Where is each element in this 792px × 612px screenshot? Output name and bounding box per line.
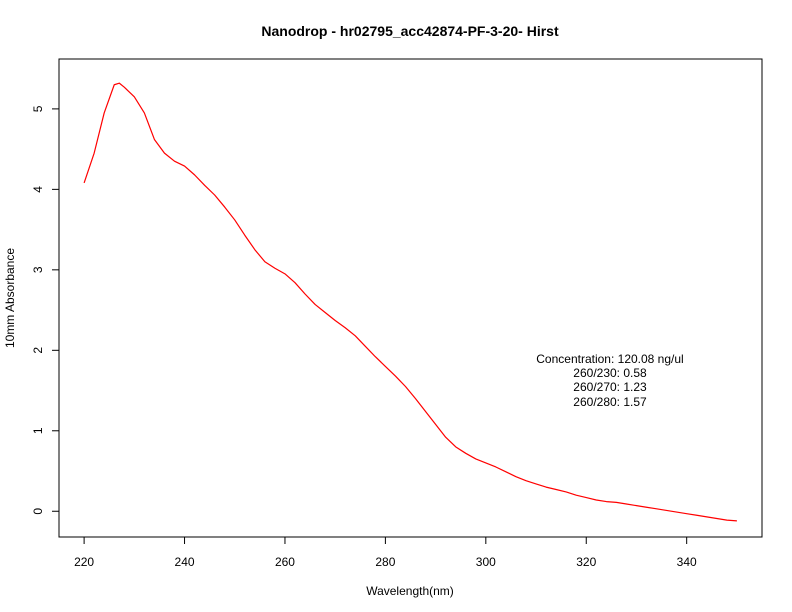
x-axis: 220 240 260 280 300 320 340 [74,536,697,569]
y-tick-label: 4 [31,186,45,193]
x-tick-label: 320 [576,555,596,569]
x-tick-label: 280 [375,555,395,569]
y-tick-label: 2 [31,347,45,354]
x-tick-label: 300 [476,555,496,569]
x-tick-label: 340 [677,555,697,569]
x-tick-label: 240 [175,555,195,569]
annotation-260-230: 260/230: 0.58 [573,366,647,380]
y-tick-label: 1 [31,427,45,434]
annotation-concentration: Concentration: 120.08 ng/ul [536,352,683,366]
plot-frame [58,58,763,538]
y-axis-label: 10mm Absorbance [3,248,17,348]
x-axis-label: Wavelength(nm) [366,584,454,598]
annotation-260-270: 260/270: 1.23 [573,380,647,394]
series-layer [83,82,737,522]
x-tick-label: 260 [275,555,295,569]
annotation-260-280: 260/280: 1.57 [573,395,647,409]
series-line-0 [83,82,737,522]
y-tick-label: 5 [31,105,45,112]
y-tick-label: 0 [31,508,45,515]
y-axis: 0 1 2 3 4 5 [31,105,60,515]
chart-title: Nanodrop - hr02795_acc42874-PF-3-20- Hir… [261,23,559,39]
y-tick-label: 3 [31,266,45,273]
annotation-block: Concentration: 120.08 ng/ul 260/230: 0.5… [536,352,683,409]
x-tick-label: 220 [74,555,94,569]
